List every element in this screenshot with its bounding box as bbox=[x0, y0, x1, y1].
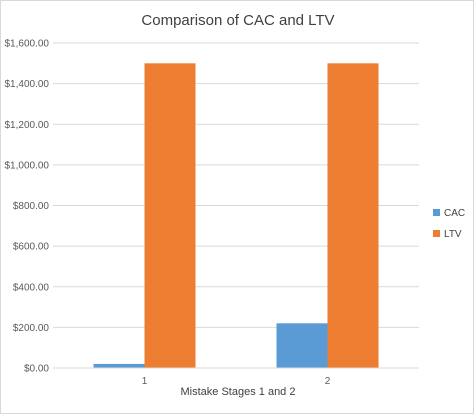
y-tick-label: $200.00 bbox=[13, 323, 50, 334]
bar-ltv-2 bbox=[327, 63, 379, 368]
legend-item-cac[interactable]: CAC bbox=[433, 208, 465, 219]
y-tick-label: $600.00 bbox=[13, 242, 50, 253]
y-tick-label: $1,200.00 bbox=[5, 120, 50, 131]
legend-label: LTV bbox=[444, 229, 462, 240]
y-tick-label: $1,000.00 bbox=[5, 160, 50, 171]
y-tick-label: $1,600.00 bbox=[5, 39, 50, 50]
x-axis-title: Mistake Stages 1 and 2 bbox=[181, 386, 296, 398]
y-axis-ticks: $0.00 $200.00 $400.00 $600.00 $800.00 $1,000.… bbox=[5, 39, 50, 375]
bar-cac-2 bbox=[276, 323, 328, 368]
legend[interactable]: CAC LTV bbox=[433, 208, 465, 240]
legend-label: CAC bbox=[444, 208, 465, 219]
gridlines bbox=[53, 42, 419, 369]
legend-swatch bbox=[433, 209, 440, 216]
legend-swatch bbox=[433, 230, 440, 237]
chart-title: Comparison of CAC and LTV bbox=[141, 12, 334, 29]
x-tick-label: 2 bbox=[325, 376, 331, 387]
bar-cac-1 bbox=[93, 363, 145, 368]
y-tick-label: $800.00 bbox=[13, 201, 50, 212]
y-tick-label: $1,400.00 bbox=[5, 79, 50, 90]
y-tick-label: $400.00 bbox=[13, 282, 50, 293]
legend-item-ltv[interactable]: LTV bbox=[433, 229, 462, 240]
x-tick-label: 1 bbox=[142, 376, 148, 387]
bars bbox=[93, 63, 379, 368]
y-tick-label: $0.00 bbox=[24, 364, 49, 375]
bar-ltv-1 bbox=[144, 63, 196, 368]
